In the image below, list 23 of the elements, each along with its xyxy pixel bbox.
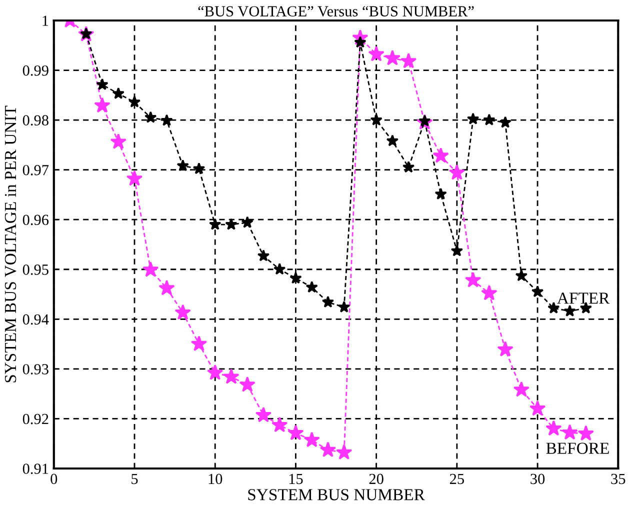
y-tick-label: 0.97 [22, 164, 49, 176]
x-tick-label: 5 [132, 474, 138, 484]
x-tick-label: 0 [50, 474, 58, 484]
y-tick-label: 0.93 [22, 364, 48, 374]
chart-title: “BUS VOLTAGE” Versus “BUS NUMBER” [198, 6, 474, 17]
x-axis-title: SYSTEM BUS NUMBER [248, 489, 425, 500]
y-tick-label: 1 [42, 16, 48, 26]
x-tick-label: 20 [369, 474, 384, 484]
y-tick-label: 0.91 [22, 464, 48, 474]
y-tick-label: 0.99 [22, 65, 48, 76]
x-tick-label: 10 [208, 474, 222, 484]
y-tick-label: 0.96 [22, 214, 49, 226]
x-tick-label: 15 [289, 474, 303, 484]
y-tick-label: 0.92 [22, 414, 48, 424]
y-tick-label: 0.94 [22, 314, 49, 325]
annotation: BEFORE [546, 442, 609, 454]
y-axis-title: SYSTEM BUS VOLTAGE in PER UNIT [4, 106, 16, 382]
x-tick-label: 35 [611, 474, 626, 484]
y-tick-label: 0.98 [22, 115, 48, 126]
x-tick-label: 30 [530, 474, 545, 484]
y-tick-label: 0.95 [22, 264, 48, 275]
annotation: AFTER [557, 292, 610, 304]
x-tick-label: 25 [450, 474, 464, 484]
